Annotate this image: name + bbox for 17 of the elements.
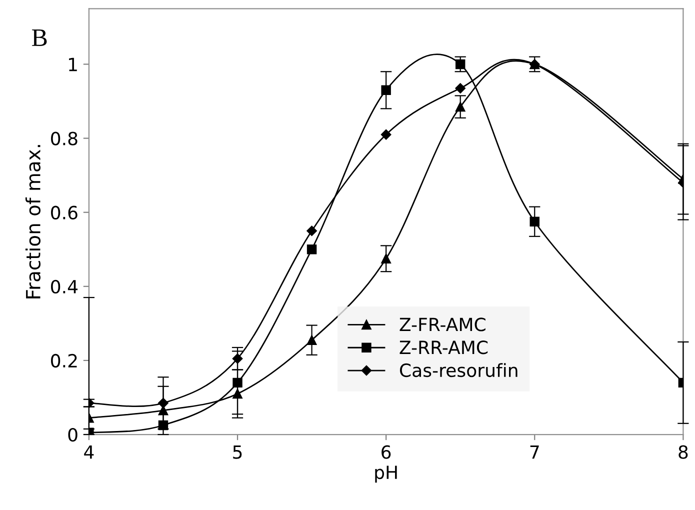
y-tick-label: 0.6 (51, 206, 78, 220)
y-tick-label: 0.8 (51, 132, 78, 146)
y-tick-label: 0.2 (51, 354, 77, 368)
x-tick-label: 8 (678, 445, 688, 459)
x-tick-label: 7 (530, 445, 539, 459)
legend-label: Cas-resorufin (400, 363, 518, 378)
y-tick-label: 0.4 (51, 280, 78, 294)
legend-label: Z-FR-AMC (400, 318, 486, 332)
x-tick-label: 4 (84, 445, 94, 459)
x-tick-label: 6 (382, 445, 391, 459)
y-tick-label: 0 (68, 428, 78, 442)
x-axis-title: pH (375, 466, 397, 483)
y-axis-title: Fraction of max. (25, 145, 41, 298)
x-tick-label: 5 (233, 445, 242, 459)
text: B (32, 30, 47, 46)
y-tick-label: 1 (69, 58, 77, 72)
legend-label: Z-RR-AMC (400, 340, 488, 354)
